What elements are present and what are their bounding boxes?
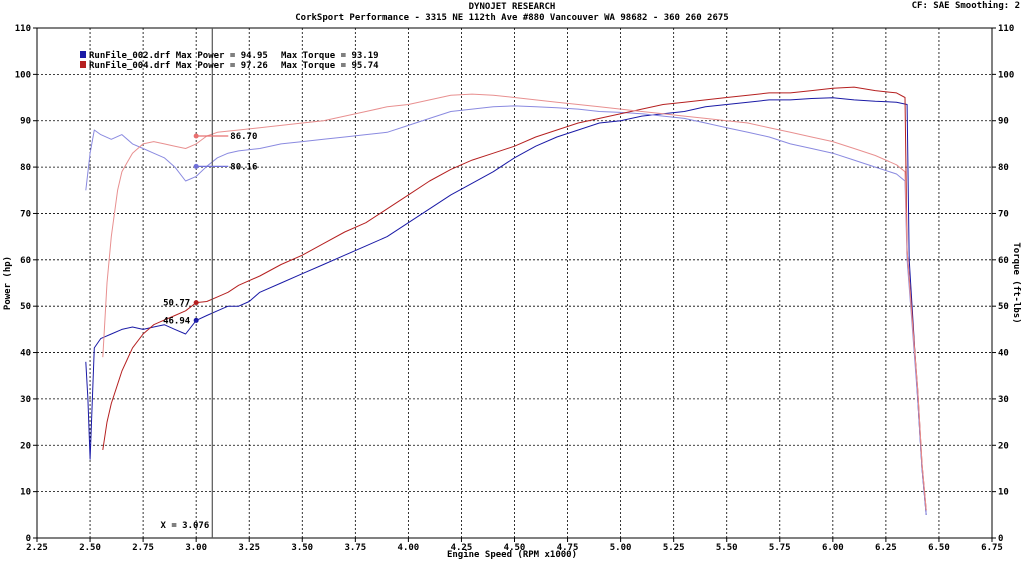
x-tick-label: 3.75: [344, 543, 366, 553]
y-tick-label: 60: [20, 256, 31, 266]
cursor-value-label: 86.70: [230, 132, 257, 142]
legend-entry: RunFile_004.drf Max Power = 97.26: [89, 60, 268, 71]
series-line-1: [85, 105, 927, 515]
cursor-x-label: X = 3.076: [161, 521, 210, 531]
y-tick-label: 30: [20, 395, 31, 405]
cursor-group[interactable]: X = 3.076 86.70 80.16 50.77 46.94: [161, 28, 258, 538]
y2-tick-label: 60: [998, 256, 1009, 266]
y-tick-label: 80: [20, 163, 31, 173]
y2-tick-label: 20: [998, 441, 1009, 451]
y-axis-ticks: 0 10 20 30 40 50 60 70 80 90 100 110: [15, 24, 37, 544]
y2-tick-label: 90: [998, 117, 1009, 127]
legend-max-torque: Max Torque = 95.74: [281, 61, 379, 71]
cursor-value-label: 80.16: [230, 162, 257, 172]
y2-tick-label: 10: [998, 488, 1009, 498]
series-line-0: [85, 97, 927, 515]
x-tick-label: 5.25: [663, 543, 685, 553]
y2-tick-label: 70: [998, 209, 1009, 219]
y-tick-label: 0: [26, 534, 31, 544]
x-tick-label: 4.50: [504, 543, 526, 553]
x-tick-label: 5.00: [610, 543, 632, 553]
correction-factor-info: CF: SAE Smoothing: 2: [911, 1, 1020, 11]
y-axis-label: Power (hp): [3, 256, 13, 310]
y-tick-label: 50: [20, 302, 31, 312]
cursor-value-marker: [193, 317, 199, 323]
x-tick-label: 5.75: [769, 543, 791, 553]
y-tick-label: 20: [20, 441, 31, 451]
y-tick-label: 90: [20, 117, 31, 127]
y-tick-label: 40: [20, 349, 31, 359]
x-axis-ticks: 2.25 2.50 2.75 3.00 3.25 3.50 3.75 4.00 4.25 4.50…: [26, 538, 1003, 553]
x-tick-label: 3.50: [291, 543, 313, 553]
y-tick-label: 110: [15, 24, 31, 34]
y2-tick-label: 80: [998, 163, 1009, 173]
x-tick-label: 3.00: [185, 543, 207, 553]
legend-max-torque: Max Torque = 93.19: [281, 51, 379, 61]
legend: RunFile_002.drf Max Power = 94.95 Max Tor…: [80, 50, 379, 71]
cursor-value-marker: [193, 300, 199, 306]
y2-tick-label: 40: [998, 349, 1009, 359]
legend-swatch: [80, 51, 86, 58]
y2-tick-label: 100: [998, 70, 1014, 80]
x-tick-label: 2.50: [79, 543, 101, 553]
series-lines: [85, 86, 927, 515]
x-tick-label: 6.75: [981, 543, 1003, 553]
x-tick-label: 4.00: [398, 543, 420, 553]
chart-subtitle: CorkSport Performance - 3315 NE 112th Av…: [295, 13, 729, 23]
x-tick-label: 6.00: [822, 543, 844, 553]
x-tick-label: 2.75: [132, 543, 154, 553]
y2-tick-label: 0: [998, 534, 1003, 544]
y2-tick-label: 110: [998, 24, 1014, 34]
series-line-2: [102, 86, 927, 511]
legend-entry: RunFile_002.drf Max Power = 94.95: [89, 50, 268, 61]
x-tick-label: 3.25: [238, 543, 260, 553]
y2-axis-ticks: 0 10 20 30 40 50 60 70 80 90 100 110: [992, 24, 1014, 544]
x-tick-label: 2.25: [26, 543, 48, 553]
y-tick-label: 10: [20, 488, 31, 498]
y2-axis-label: Torque (ft-lbs): [1011, 242, 1021, 323]
y-tick-label: 70: [20, 209, 31, 219]
x-tick-label: 6.25: [875, 543, 897, 553]
y2-tick-label: 50: [998, 302, 1009, 312]
y-tick-label: 100: [15, 70, 31, 80]
x-tick-label: 4.25: [451, 543, 473, 553]
chart-title: DYNOJET RESEARCH: [468, 2, 556, 12]
x-axis-label: Engine Speed (RPM x1000): [447, 549, 577, 560]
grid-lines: [37, 28, 992, 538]
cursor-value-label: 50.77: [163, 299, 190, 309]
x-tick-label: 6.50: [928, 543, 950, 553]
y2-tick-label: 30: [998, 395, 1009, 405]
x-tick-label: 4.75: [557, 543, 579, 553]
series-line-3: [102, 93, 927, 511]
x-tick-label: 5.50: [716, 543, 738, 553]
cursor-value-label: 46.94: [163, 316, 191, 326]
legend-swatch: [80, 61, 86, 68]
